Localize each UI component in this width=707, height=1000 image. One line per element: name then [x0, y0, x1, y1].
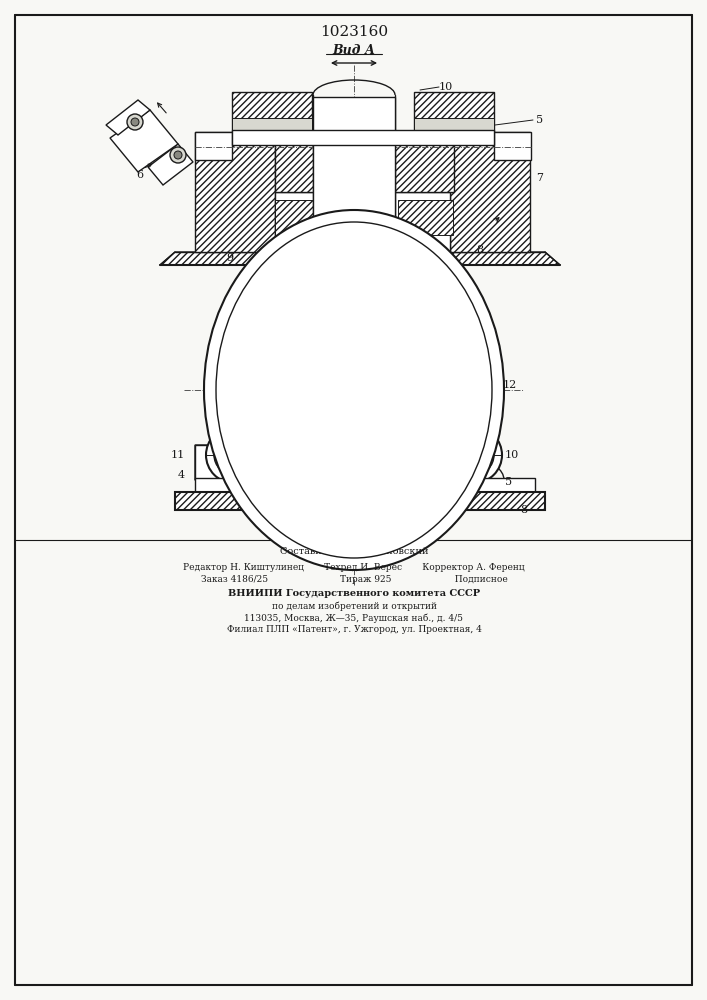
- Text: 8: 8: [477, 245, 484, 255]
- Text: 4: 4: [178, 470, 185, 480]
- Circle shape: [454, 435, 494, 475]
- Polygon shape: [110, 110, 178, 172]
- Text: 9: 9: [226, 253, 233, 263]
- Bar: [275, 200, 330, 235]
- Circle shape: [131, 118, 139, 126]
- Circle shape: [226, 447, 242, 463]
- Text: Фиг. 3: Фиг. 3: [334, 516, 375, 528]
- Circle shape: [206, 427, 262, 483]
- Text: 5: 5: [537, 115, 544, 125]
- Text: Редактор Н. Киштулинец       Техред И. Верес       Корректор А. Ференц: Редактор Н. Киштулинец Техред И. Верес К…: [183, 564, 525, 572]
- Bar: [450, 132, 530, 252]
- Bar: [232, 130, 494, 145]
- Text: 12: 12: [503, 380, 517, 390]
- Bar: [393, 489, 403, 495]
- Bar: [175, 492, 545, 510]
- Bar: [387, 478, 405, 500]
- Text: 7: 7: [537, 173, 544, 183]
- Text: Заказ 4186/25                         Тираж 925                      Подписное: Заказ 4186/25 Тираж 925 Подписное: [201, 576, 508, 584]
- Bar: [232, 118, 312, 132]
- Text: Фиг. 2: Фиг. 2: [334, 271, 375, 284]
- Text: 5: 5: [505, 477, 512, 487]
- Bar: [325, 242, 333, 252]
- Bar: [414, 92, 494, 132]
- Bar: [232, 92, 312, 132]
- Text: Филиал ПЛП «Патент», г. Ужгород, ул. Проектная, 4: Филиал ПЛП «Патент», г. Ужгород, ул. Про…: [226, 626, 481, 635]
- Text: 10: 10: [505, 450, 519, 460]
- Text: ВНИИПИ Государственного комитета СССР: ВНИИПИ Государственного комитета СССР: [228, 589, 480, 598]
- Bar: [398, 200, 453, 235]
- Bar: [195, 132, 275, 252]
- Circle shape: [214, 435, 254, 475]
- Ellipse shape: [216, 222, 492, 558]
- Bar: [410, 242, 418, 252]
- Bar: [195, 132, 232, 160]
- Text: 6: 6: [136, 170, 144, 180]
- Bar: [195, 478, 535, 492]
- Polygon shape: [106, 100, 150, 135]
- Ellipse shape: [204, 210, 504, 570]
- Bar: [303, 478, 321, 500]
- Bar: [394, 132, 454, 192]
- Bar: [494, 132, 531, 160]
- Bar: [313, 97, 395, 252]
- Bar: [420, 445, 485, 480]
- Bar: [275, 132, 335, 192]
- Text: 8: 8: [520, 505, 527, 515]
- Circle shape: [170, 147, 186, 163]
- Bar: [414, 118, 494, 132]
- Bar: [310, 435, 400, 480]
- Bar: [195, 445, 255, 480]
- Circle shape: [446, 427, 502, 483]
- Polygon shape: [148, 144, 193, 185]
- Text: 11: 11: [171, 450, 185, 460]
- Text: 10: 10: [439, 82, 453, 92]
- Bar: [306, 489, 316, 495]
- Circle shape: [332, 200, 376, 244]
- Text: по делам изобретений и открытий: по делам изобретений и открытий: [271, 601, 436, 611]
- Text: Составитель Э. Барановский: Составитель Э. Барановский: [280, 548, 428, 556]
- Bar: [310, 242, 318, 252]
- Bar: [295, 242, 303, 252]
- Polygon shape: [195, 445, 255, 480]
- Bar: [395, 242, 403, 252]
- Circle shape: [127, 114, 143, 130]
- Text: 1023160: 1023160: [320, 25, 388, 39]
- Polygon shape: [160, 252, 560, 265]
- Circle shape: [466, 447, 482, 463]
- Bar: [275, 192, 450, 252]
- Circle shape: [174, 151, 182, 159]
- Text: вид Б: вид Б: [336, 282, 372, 294]
- Bar: [425, 242, 433, 252]
- Circle shape: [340, 208, 368, 236]
- Text: 113035, Москва, Ж—35, Раушская наб., д. 4/5: 113035, Москва, Ж—35, Раушская наб., д. …: [245, 613, 464, 623]
- Text: Вид А: Вид А: [332, 43, 375, 56]
